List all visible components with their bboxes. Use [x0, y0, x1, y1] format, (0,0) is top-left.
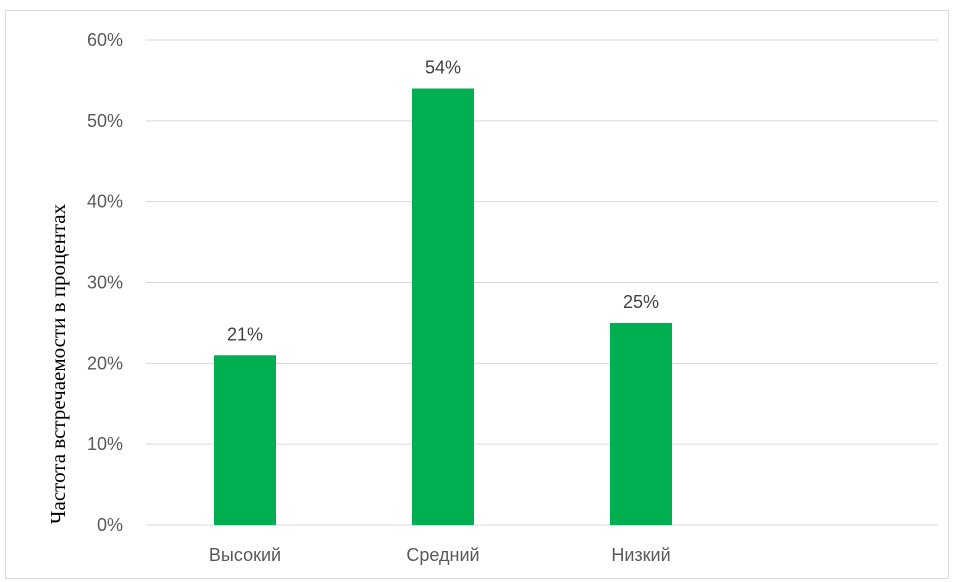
y-tick-label: 30% [87, 273, 123, 293]
y-tick-label: 20% [87, 353, 123, 373]
chart-frame [5, 10, 949, 579]
y-tick-label: 60% [87, 30, 123, 50]
data-label: 21% [227, 324, 263, 344]
y-tick-label: 0% [97, 515, 123, 535]
y-tick-label: 10% [87, 434, 123, 454]
data-label: 25% [623, 292, 659, 312]
bars [214, 88, 672, 525]
data-labels: 21% 54% 25% [227, 58, 659, 345]
x-tick-label: Низкий [611, 545, 670, 565]
bar [610, 322, 672, 525]
y-axis-ticks: 0% 10% 20% 30% 40% 50% 60% [87, 30, 123, 535]
y-tick-label: 50% [87, 111, 123, 131]
x-tick-label: Высокий [209, 545, 281, 565]
bar [214, 355, 276, 525]
y-tick-label: 40% [87, 192, 123, 212]
x-axis-ticks: Высокий Средний Низкий [209, 545, 671, 565]
gridlines [146, 39, 938, 526]
y-axis-title: Частота встречаемости в процентах [46, 203, 70, 524]
data-label: 54% [425, 58, 461, 78]
x-tick-label: Средний [406, 545, 479, 565]
bar [412, 88, 474, 525]
